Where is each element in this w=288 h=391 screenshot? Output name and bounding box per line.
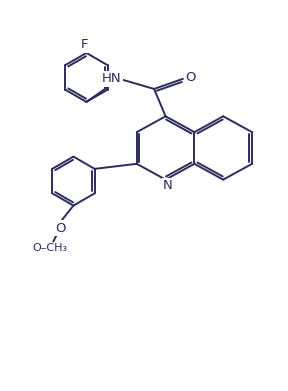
Text: O: O <box>55 222 66 235</box>
Text: N: N <box>163 179 173 192</box>
Text: O: O <box>185 71 195 84</box>
Text: F: F <box>81 38 89 51</box>
Text: HN: HN <box>102 72 121 85</box>
Text: O–CH₃: O–CH₃ <box>33 243 68 253</box>
